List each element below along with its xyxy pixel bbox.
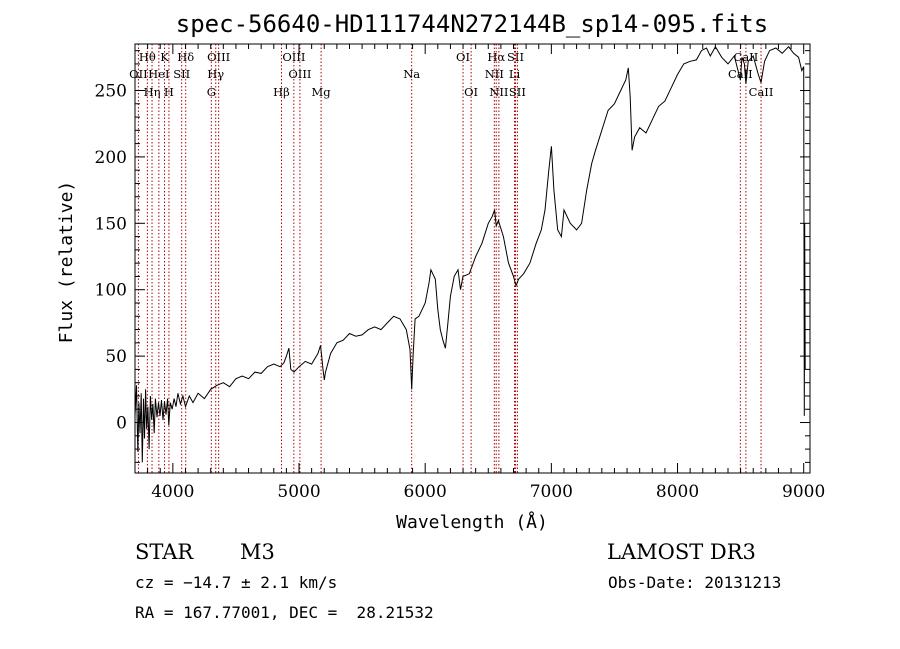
survey-name: LAMOST DR3 — [607, 540, 756, 564]
line-label-8: CaII — [734, 50, 759, 64]
redshift-cz: cz = −14.7 ± 2.1 km/s — [135, 573, 338, 592]
line-label-7: SII — [507, 50, 524, 64]
line-label-23: OI — [464, 85, 478, 99]
line-label-3: OIII — [207, 50, 230, 64]
plot-frame — [134, 43, 811, 474]
line-label-19: H — [164, 85, 174, 99]
x-axis-label: Wavelength (Å) — [396, 511, 548, 533]
line-label-11: SII — [173, 67, 190, 81]
y-tick-label: 0 — [116, 414, 127, 434]
x-tick-label: 8000 — [656, 482, 699, 502]
line-label-16: Li — [509, 67, 521, 81]
x-tick-label: 4000 — [151, 482, 194, 502]
line-label-26: CaII — [749, 85, 774, 99]
y-tick-label: 250 — [95, 81, 127, 101]
x-tick-label: 7000 — [530, 482, 573, 502]
x-tick-label: 6000 — [404, 482, 447, 502]
object-subclass: M3 — [240, 540, 275, 564]
line-label-6: Hα — [487, 50, 505, 64]
line-label-14: Na — [403, 67, 420, 81]
line-label-4: OIII — [282, 50, 305, 64]
line-label-10: HeI — [148, 67, 169, 81]
spectrum-line — [134, 45, 806, 463]
observation-date: Obs-Date: 20131213 — [608, 573, 782, 592]
line-label-5: OI — [456, 50, 470, 64]
line-label-22: Mg — [312, 85, 332, 99]
line-label-1: K — [160, 50, 169, 64]
line-label-20: G — [207, 85, 216, 99]
line-label-24: NII — [489, 85, 508, 99]
line-label-18: Hη — [144, 85, 161, 99]
x-tick-label: 9000 — [782, 482, 825, 502]
axes: 4000 5000 6000 7000 8000 9000 0 50 100 150 200 250 — [95, 44, 825, 502]
y-tick-label: 150 — [95, 214, 127, 234]
line-label-13: OIII — [288, 67, 311, 81]
y-tick-label: 200 — [95, 148, 127, 168]
y-axis-label: Flux (relative) — [56, 181, 77, 344]
line-label-21: Hβ — [273, 85, 290, 99]
y-tick-label: 50 — [105, 347, 127, 367]
object-class: STAR — [135, 540, 194, 564]
line-label-15: NII — [485, 67, 504, 81]
line-label-9: OII — [129, 67, 148, 81]
line-label-2: Hδ — [177, 50, 194, 64]
coordinates: RA = 167.77001, DEC = 28.21532 — [135, 603, 434, 622]
x-tick-label: 5000 — [277, 482, 320, 502]
y-tick-label: 100 — [95, 281, 127, 301]
line-label-12: Hγ — [207, 67, 224, 81]
line-label-25: SII — [509, 85, 526, 99]
chart-title: spec-56640-HD111744N272144B_sp14-095.fit… — [176, 10, 768, 38]
line-label-0: Hθ — [139, 50, 156, 64]
